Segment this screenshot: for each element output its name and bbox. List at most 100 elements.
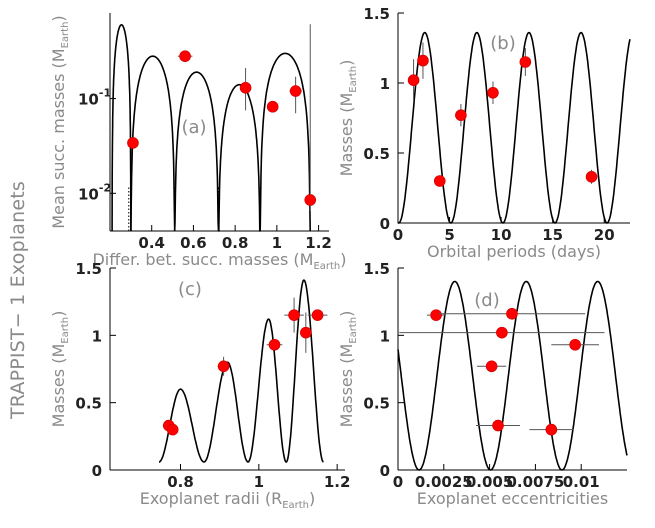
panel-d-ytick-label: 0.5 [363,395,390,413]
panel-c-data-point [288,309,300,321]
panel-c-tag: (c) [178,279,202,300]
panel-a-curve-arch [173,71,220,232]
panel-a-xlabel: Differ. bet. succ. masses (MEarth) [92,250,346,272]
panel-c-xlabel-main: Exoplanet radii (R [140,489,283,508]
panel-b-ylabel: Masses (MEarth) [337,60,359,177]
panel-d-data-point [545,423,558,436]
panel-d-data-point [485,360,498,373]
panel-a-xtick-label: 0.4 [138,234,165,252]
panel-d-ylabel-close: ) [337,311,356,317]
panel-b-data-point [433,175,446,187]
panel-b-ylabel-main: Masses (M [337,93,356,177]
panel-a-ytick-label: 10-1 [78,87,111,109]
panel-a-xtick-label: 1 [272,234,282,252]
panel-a-xlabel-sub: Earth [313,261,340,272]
panel-b: 0 5 10 15 20 0 0.5 1 1.5 Orbital periods (days) Ma… [337,5,631,261]
panel-b-data-point [407,74,420,86]
ytick-exp: -1 [99,87,111,100]
panel-a-ylabel-close: ) [49,15,68,21]
ytick-base: 10 [78,185,99,203]
panel-d-ytick-label: 1.5 [363,260,390,278]
panel-b-xtick-label: 15 [542,226,563,244]
panel-c-ylabel-main: Masses (M [49,344,68,428]
panel-c-ytick-label: 0 [92,462,102,480]
panel-c-ylabel-close: ) [49,311,68,317]
panel-c-ylabel: Masses (MEarth) [49,311,71,428]
panel-a-data-point [289,85,302,97]
panel-a-data-point [179,50,191,62]
panel-b-xlabel: Orbital periods (days) [427,242,601,261]
panel-c-curve [159,279,324,463]
panel-c-xtick-label: 0.8 [167,473,194,491]
panel-b-curve [397,31,631,224]
panel-b-xtick-label: 0 [393,226,403,244]
panel-a-xtick-label: 0.6 [180,234,207,252]
panel-b-ytick-label: 0.5 [363,145,390,163]
panel-a-data-point [266,100,279,113]
panel-c-ytick-label: 1 [92,327,102,345]
panel-d-curve [397,280,628,471]
panel-b-ytick-label: 1 [380,75,390,93]
panel-b-data-point [487,87,499,99]
panel-a-ylabel-sub: Earth [60,22,71,49]
panel-a-ylabel: Mean succ. masses (MEarth) [49,15,71,228]
panel-d-xtick-label: 0.005 [466,473,513,491]
panel-b-ytick-label: 1.5 [363,5,390,23]
panel-a-curve-arch [259,52,311,232]
panel-b-xtick-label: 20 [594,226,615,244]
panel-d-ylabel-sub: Earth [348,317,359,344]
panel-d-data-point [506,307,518,320]
panel-c-xlabel: Exoplanet radii (REarth) [140,489,316,511]
panel-a-xlabel-close: ) [340,250,346,269]
panel-a-xtick-label: 1.2 [305,234,332,252]
panel-b-ytick-label: 0 [380,215,390,233]
panel-c-data-point [217,360,230,373]
panel-c-data-point [311,309,324,321]
panel-d-ytick-label: 1 [380,327,390,345]
panel-d-ylabel-main: Masses (M [337,344,356,428]
panel-d-xlabel: Exoplanet eccentricities [417,489,608,508]
panel-c-xlabel-close: ) [309,489,315,508]
panel-c-data-point [166,423,179,436]
panel-d-data-point [430,309,442,321]
panel-b-xtick-label: 5 [444,226,454,244]
panel-c-ylabel-sub: Earth [60,317,71,344]
panel-a-curve-arch [130,55,176,232]
panel-b-data-point [417,54,429,67]
panel-c-xlabel-sub: Earth [282,500,309,511]
panel-c-ytick-label: 0.5 [75,395,102,413]
panel-c-ytick-label: 1.5 [75,260,102,278]
panel-c-data-point [300,326,312,339]
panel-a-ylabel-main: Mean succ. masses (M [49,48,68,228]
panel-b-xlabel-main: Orbital periods (days) [427,242,601,261]
panel-a-curve-arch [111,23,132,232]
ytick-base: 10 [78,91,99,109]
panel-a-data-point [127,137,139,149]
panel-b-data-point [455,109,467,121]
panel-c-xtick-label: 1.2 [324,473,351,491]
panel-d-xtick-label: 0 [393,473,403,491]
panel-d-ytick-label: 0 [380,462,390,480]
panel-b-data-point [519,56,532,68]
panel-b-xtick-label: 10 [491,226,512,244]
panel-a-ytick-label: 10-2 [78,181,111,203]
panel-d-tag: (d) [474,290,499,311]
ytick-exp: -2 [99,181,111,194]
panel-a-xlabel-main: Differ. bet. succ. masses (M [92,250,313,269]
panel-b-tag: (b) [490,33,515,54]
panel-d-data-point [492,419,504,432]
panel-d-xtick-label: 0.01 [563,473,600,491]
panel-a-data-point [239,81,252,94]
panel-d-xlabel-main: Exoplanet eccentricities [417,489,608,508]
panel-d-xtick-label: 0.0075 [506,473,564,491]
panel-a-tag: (a) [181,117,206,138]
panel-d-data-point [496,326,508,339]
panel-b-ylabel-close: ) [337,60,356,66]
panel-c-xtick-label: 1 [254,473,264,491]
panel-d-ylabel: Masses (MEarth) [337,311,359,428]
panel-a-data-point [304,194,317,206]
